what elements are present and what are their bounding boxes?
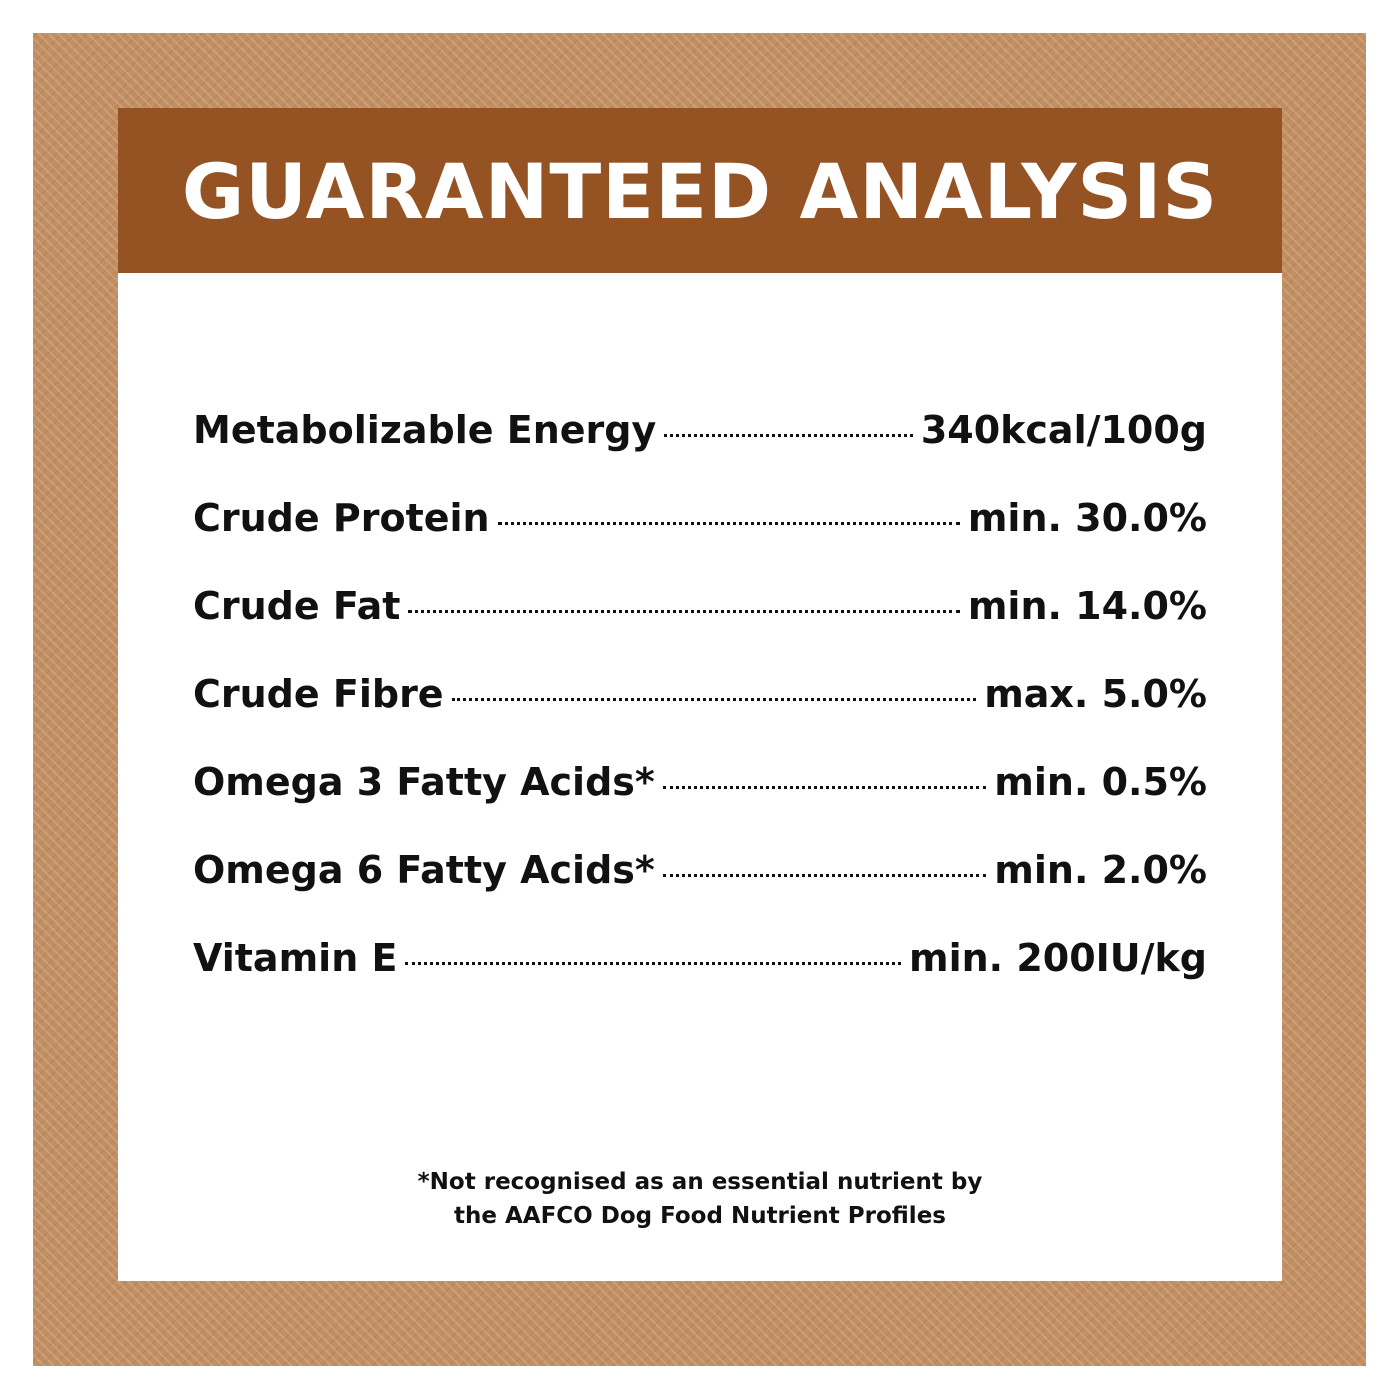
row-value: min. 0.5%: [994, 760, 1207, 804]
table-row: Metabolizable Energy 340kcal/100g: [193, 408, 1207, 496]
row-value: min. 200IU/kg: [908, 936, 1207, 980]
row-label: Vitamin E: [193, 936, 398, 980]
row-value: min. 30.0%: [967, 496, 1207, 540]
row-label: Omega 3 Fatty Acids*: [193, 760, 655, 804]
row-label: Crude Fat: [193, 584, 401, 628]
row-value: 340kcal/100g: [920, 408, 1207, 452]
footnote: *Not recognised as an essential nutrient…: [118, 1165, 1282, 1233]
table-row: Omega 6 Fatty Acids* min. 2.0%: [193, 848, 1207, 936]
dot-leader: [408, 610, 960, 613]
footnote-line-1: *Not recognised as an essential nutrient…: [417, 1169, 983, 1195]
footnote-line-2: the AAFCO Dog Food Nutrient Profiles: [454, 1203, 946, 1229]
row-label: Metabolizable Energy: [193, 408, 657, 452]
table-row: Crude Fibre max. 5.0%: [193, 672, 1207, 760]
row-value: min. 2.0%: [994, 848, 1207, 892]
header-banner: GUARANTEED ANALYSIS: [118, 108, 1282, 273]
table-row: Crude Protein min. 30.0%: [193, 496, 1207, 584]
row-label: Crude Fibre: [193, 672, 444, 716]
analysis-table: Metabolizable Energy 340kcal/100g Crude P…: [193, 408, 1207, 1024]
page-title: GUARANTEED ANALYSIS: [181, 147, 1219, 236]
dot-leader: [451, 698, 977, 701]
dot-leader: [405, 962, 901, 965]
table-row: Omega 3 Fatty Acids* min. 0.5%: [193, 760, 1207, 848]
dot-leader: [497, 522, 960, 525]
table-row: Crude Fat min. 14.0%: [193, 584, 1207, 672]
row-value: max. 5.0%: [984, 672, 1207, 716]
table-row: Vitamin E min. 200IU/kg: [193, 936, 1207, 1024]
dot-leader: [664, 434, 913, 437]
dot-leader: [662, 874, 987, 877]
dot-leader: [662, 786, 987, 789]
analysis-panel: GUARANTEED ANALYSIS Metabolizable Energy…: [118, 108, 1282, 1281]
row-value: min. 14.0%: [967, 584, 1207, 628]
row-label: Crude Protein: [193, 496, 490, 540]
row-label: Omega 6 Fatty Acids*: [193, 848, 655, 892]
